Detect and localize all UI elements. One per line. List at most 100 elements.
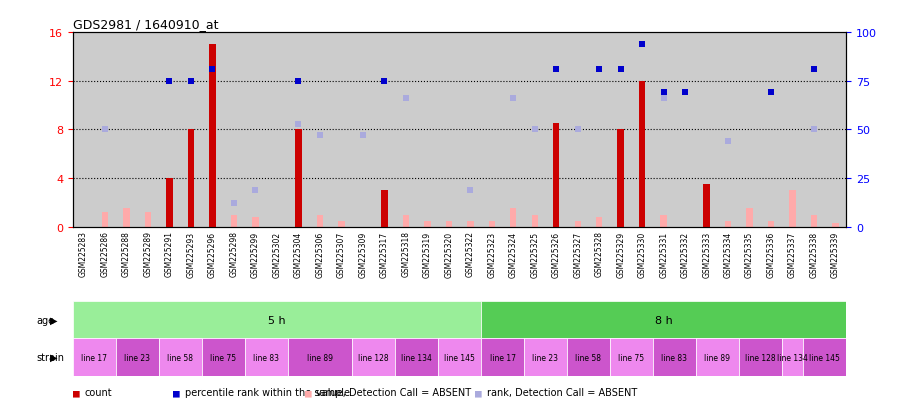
Bar [73, 301, 481, 339]
Bar [381, 191, 388, 227]
Bar [610, 339, 652, 376]
Text: GSM225326: GSM225326 [551, 231, 561, 277]
Text: GSM225283: GSM225283 [79, 231, 88, 277]
Bar [618, 130, 624, 227]
Bar [703, 185, 710, 227]
Text: line 17: line 17 [490, 353, 516, 362]
Bar [739, 339, 782, 376]
Text: GSM225329: GSM225329 [616, 231, 625, 277]
Text: line 58: line 58 [167, 353, 193, 362]
Text: GSM225319: GSM225319 [423, 231, 432, 277]
Bar [746, 209, 753, 227]
Bar [209, 45, 216, 227]
Bar [531, 215, 538, 227]
Text: 5 h: 5 h [268, 315, 286, 325]
Text: line 23: line 23 [532, 353, 559, 362]
Bar [467, 221, 473, 227]
Bar [804, 339, 846, 376]
Bar [245, 339, 288, 376]
Text: GSM225338: GSM225338 [810, 231, 819, 277]
Text: GSM225288: GSM225288 [122, 231, 131, 277]
Text: GSM225333: GSM225333 [703, 231, 711, 277]
Text: count: count [85, 387, 112, 397]
Bar [639, 82, 645, 227]
Text: GSM225323: GSM225323 [487, 231, 496, 277]
Text: GSM225322: GSM225322 [466, 231, 475, 277]
Bar [725, 221, 732, 227]
Text: line 134: line 134 [777, 353, 808, 362]
Text: ■: ■ [174, 387, 180, 397]
Text: GSM225307: GSM225307 [337, 231, 346, 277]
Text: age: age [36, 315, 55, 325]
Text: GSM225330: GSM225330 [638, 231, 647, 277]
Bar [73, 339, 116, 376]
Text: GSM225318: GSM225318 [401, 231, 410, 277]
Text: strain: strain [36, 352, 65, 362]
Bar [424, 221, 430, 227]
Bar [596, 217, 602, 227]
Text: line 145: line 145 [809, 353, 840, 362]
Text: line 89: line 89 [704, 353, 731, 362]
Text: line 128: line 128 [359, 353, 389, 362]
Text: GSM225309: GSM225309 [359, 231, 368, 277]
Text: GSM225306: GSM225306 [316, 231, 324, 277]
Text: GDS2981 / 1640910_at: GDS2981 / 1640910_at [73, 17, 218, 31]
Bar [446, 221, 452, 227]
Text: GSM225337: GSM225337 [788, 231, 797, 277]
Bar [187, 130, 194, 227]
Bar [833, 223, 839, 227]
Text: line 75: line 75 [210, 353, 237, 362]
Bar [653, 339, 696, 376]
Bar [145, 213, 151, 227]
Bar [489, 221, 495, 227]
Text: ■: ■ [305, 387, 311, 397]
Bar [317, 215, 323, 227]
Text: line 83: line 83 [253, 353, 279, 362]
Bar [167, 178, 173, 227]
Bar [481, 301, 846, 339]
Bar [553, 124, 560, 227]
Bar [811, 215, 817, 227]
Bar [768, 221, 774, 227]
Bar [123, 209, 130, 227]
Bar [402, 215, 410, 227]
Text: ▶: ▶ [50, 315, 57, 325]
Bar [231, 215, 238, 227]
Bar [481, 339, 524, 376]
Text: ■: ■ [73, 387, 79, 397]
Text: GSM225331: GSM225331 [659, 231, 668, 277]
Text: 8 h: 8 h [655, 315, 672, 325]
Bar [252, 217, 258, 227]
Bar [158, 339, 202, 376]
Text: GSM225317: GSM225317 [379, 231, 389, 277]
Text: rank, Detection Call = ABSENT: rank, Detection Call = ABSENT [487, 387, 637, 397]
Text: GSM225296: GSM225296 [208, 231, 217, 277]
Text: GSM225327: GSM225327 [573, 231, 582, 277]
Text: line 75: line 75 [619, 353, 644, 362]
Bar [782, 339, 804, 376]
Bar [574, 221, 581, 227]
Bar [116, 339, 158, 376]
Bar [339, 221, 345, 227]
Bar [661, 215, 667, 227]
Text: ■: ■ [475, 387, 481, 397]
Text: ▶: ▶ [50, 352, 57, 362]
Bar [524, 339, 567, 376]
Bar [295, 130, 301, 227]
Text: line 134: line 134 [401, 353, 432, 362]
Bar [102, 213, 108, 227]
Bar [789, 191, 796, 227]
Text: GSM225298: GSM225298 [229, 231, 238, 277]
Text: line 128: line 128 [745, 353, 775, 362]
Text: GSM225293: GSM225293 [187, 231, 196, 277]
Text: line 83: line 83 [662, 353, 687, 362]
Text: GSM225335: GSM225335 [745, 231, 754, 277]
Text: percentile rank within the sample: percentile rank within the sample [185, 387, 350, 397]
Text: line 89: line 89 [307, 353, 333, 362]
Text: GSM225334: GSM225334 [723, 231, 733, 277]
Bar [703, 203, 710, 227]
Text: value, Detection Call = ABSENT: value, Detection Call = ABSENT [317, 387, 471, 397]
Text: line 23: line 23 [125, 353, 150, 362]
Text: GSM225302: GSM225302 [272, 231, 281, 277]
Bar [288, 339, 352, 376]
